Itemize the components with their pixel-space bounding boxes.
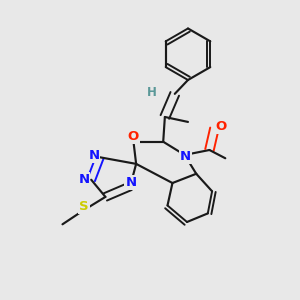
Text: O: O bbox=[215, 120, 226, 134]
Text: S: S bbox=[79, 200, 89, 213]
Text: N: N bbox=[125, 176, 136, 189]
Text: O: O bbox=[128, 130, 139, 143]
Text: N: N bbox=[180, 150, 191, 163]
Text: N: N bbox=[78, 173, 89, 186]
Text: H: H bbox=[147, 86, 157, 99]
Text: N: N bbox=[88, 149, 99, 162]
